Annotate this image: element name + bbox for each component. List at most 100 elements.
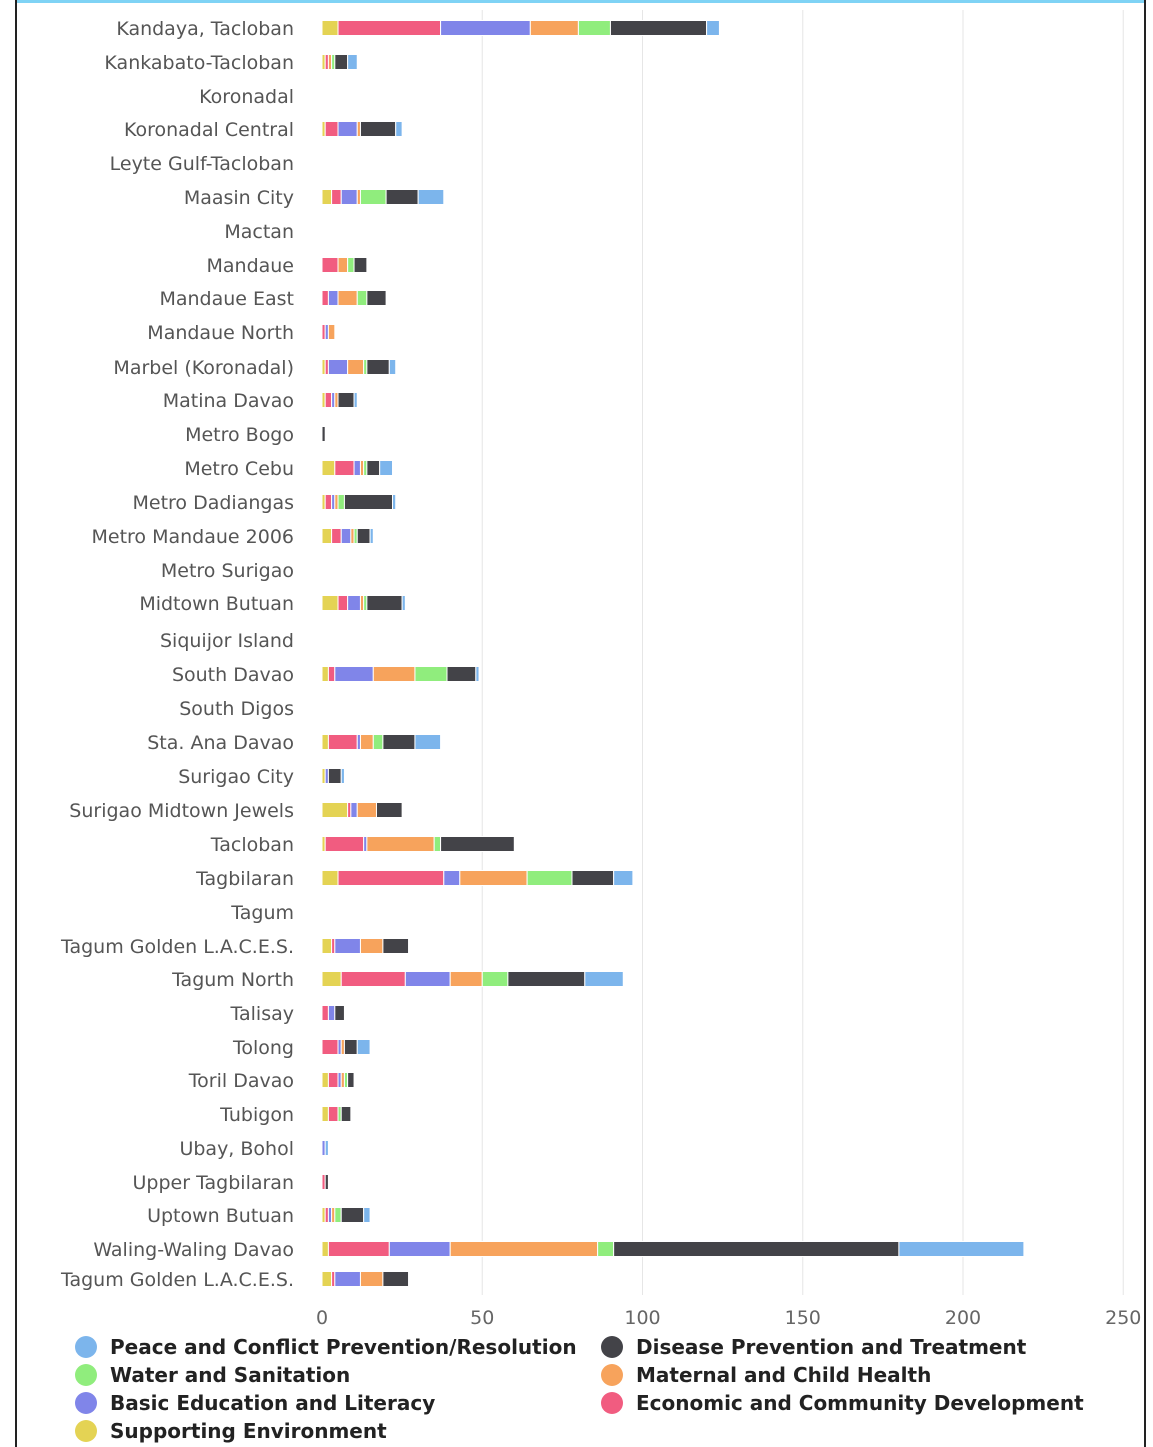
bar-segment[interactable]	[337, 121, 358, 137]
bar-segment[interactable]	[359, 1271, 384, 1287]
bar-segment[interactable]	[337, 494, 345, 510]
bar-segment[interactable]	[340, 189, 358, 205]
bar-segment[interactable]	[366, 359, 390, 375]
bar-segment[interactable]	[392, 494, 397, 510]
bar-segment[interactable]	[337, 290, 358, 306]
bar-segment[interactable]	[356, 1039, 371, 1055]
bar-segment[interactable]	[609, 20, 708, 36]
bar-segment[interactable]	[404, 971, 451, 987]
bar-segment[interactable]	[369, 528, 374, 544]
bar-segment[interactable]	[321, 1241, 329, 1257]
bar-segment[interactable]	[343, 1039, 358, 1055]
bar-segment[interactable]	[449, 1241, 599, 1257]
bar-segment[interactable]	[321, 870, 339, 886]
bar-segment[interactable]	[353, 392, 358, 408]
bar-segment[interactable]	[343, 494, 394, 510]
bar-segment[interactable]	[337, 20, 442, 36]
bar-segment[interactable]	[337, 595, 349, 611]
bar-segment[interactable]	[366, 595, 403, 611]
bar-segment[interactable]	[366, 460, 381, 476]
bar-segment[interactable]	[388, 359, 397, 375]
bar-segment[interactable]	[356, 802, 377, 818]
bar-segment[interactable]	[337, 870, 445, 886]
bar-segment[interactable]	[375, 802, 403, 818]
bar-segment[interactable]	[334, 1207, 342, 1223]
bar-segment[interactable]	[597, 1241, 615, 1257]
bar-segment[interactable]	[446, 666, 477, 682]
bar-segment[interactable]	[340, 768, 345, 784]
bar-segment[interactable]	[443, 870, 461, 886]
bar-segment[interactable]	[321, 290, 329, 306]
bar-segment[interactable]	[433, 836, 442, 852]
bar-segment[interactable]	[353, 257, 368, 273]
bar-segment[interactable]	[321, 426, 326, 442]
bar-segment[interactable]	[440, 836, 515, 852]
bar-segment[interactable]	[321, 1271, 333, 1287]
bar-segment[interactable]	[401, 595, 406, 611]
bar-segment[interactable]	[321, 1106, 329, 1122]
bar-segment[interactable]	[324, 392, 333, 408]
bar-segment[interactable]	[475, 666, 480, 682]
bar-segment[interactable]	[340, 971, 406, 987]
bar-segment[interactable]	[347, 54, 358, 70]
bar-segment[interactable]	[321, 1005, 329, 1021]
bar-segment[interactable]	[340, 1106, 352, 1122]
bar-segment[interactable]	[337, 392, 355, 408]
legend-item[interactable]: Peace and Conflict Prevention/Resolution	[110, 1335, 577, 1359]
bar-segment[interactable]	[366, 290, 387, 306]
bar-segment[interactable]	[321, 20, 339, 36]
bar-segment[interactable]	[321, 257, 339, 273]
bar-segment[interactable]	[613, 1241, 900, 1257]
bar-segment[interactable]	[350, 802, 358, 818]
legend-item[interactable]: Disease Prevention and Treatment	[636, 1335, 1027, 1359]
bar-segment[interactable]	[321, 971, 342, 987]
bar-segment[interactable]	[327, 666, 336, 682]
bar-segment[interactable]	[321, 460, 336, 476]
bar-segment[interactable]	[414, 666, 448, 682]
bar-segment[interactable]	[321, 666, 329, 682]
bar-segment[interactable]	[577, 20, 611, 36]
bar-segment[interactable]	[529, 20, 579, 36]
bar-segment[interactable]	[327, 1005, 336, 1021]
legend-item[interactable]: Economic and Community Development	[636, 1391, 1084, 1415]
bar-segment[interactable]	[382, 1271, 410, 1287]
bar-segment[interactable]	[321, 528, 333, 544]
bar-segment[interactable]	[321, 595, 339, 611]
bar-segment[interactable]	[366, 836, 435, 852]
bar-segment[interactable]	[584, 971, 624, 987]
bar-segment[interactable]	[321, 189, 333, 205]
bar-segment[interactable]	[347, 595, 361, 611]
bar-segment[interactable]	[321, 734, 329, 750]
bar-segment[interactable]	[414, 734, 442, 750]
bar-segment[interactable]	[359, 938, 384, 954]
bar-segment[interactable]	[379, 460, 394, 476]
bar-segment[interactable]	[898, 1241, 1025, 1257]
bar-segment[interactable]	[334, 54, 349, 70]
legend-item[interactable]: Water and Sanitation	[110, 1363, 350, 1387]
legend-item[interactable]: Basic Education and Literacy	[110, 1391, 435, 1415]
legend-item[interactable]: Supporting Environment	[110, 1419, 387, 1443]
bar-segment[interactable]	[337, 257, 349, 273]
bar-segment[interactable]	[327, 324, 336, 340]
bar-segment[interactable]	[481, 971, 509, 987]
bar-segment[interactable]	[327, 734, 358, 750]
bar-segment[interactable]	[356, 290, 368, 306]
bar-segment[interactable]	[359, 189, 387, 205]
bar-segment[interactable]	[363, 1207, 371, 1223]
bar-segment[interactable]	[327, 1241, 390, 1257]
bar-segment[interactable]	[417, 189, 445, 205]
legend[interactable]: Peace and Conflict Prevention/Resolution…	[75, 1335, 1084, 1443]
bar-segment[interactable]	[324, 494, 333, 510]
bar-segment[interactable]	[327, 290, 339, 306]
bar-segment[interactable]	[334, 1005, 345, 1021]
bar-segment[interactable]	[321, 938, 333, 954]
bar-segment[interactable]	[359, 734, 374, 750]
bar-segment[interactable]	[334, 1271, 361, 1287]
bar-segment[interactable]	[347, 1072, 355, 1088]
bar-segment[interactable]	[334, 666, 374, 682]
bar-segment[interactable]	[324, 1174, 329, 1190]
bar-segment[interactable]	[347, 257, 355, 273]
bar-segment[interactable]	[340, 1207, 365, 1223]
bar-segment[interactable]	[613, 870, 634, 886]
bar-segment[interactable]	[459, 870, 528, 886]
